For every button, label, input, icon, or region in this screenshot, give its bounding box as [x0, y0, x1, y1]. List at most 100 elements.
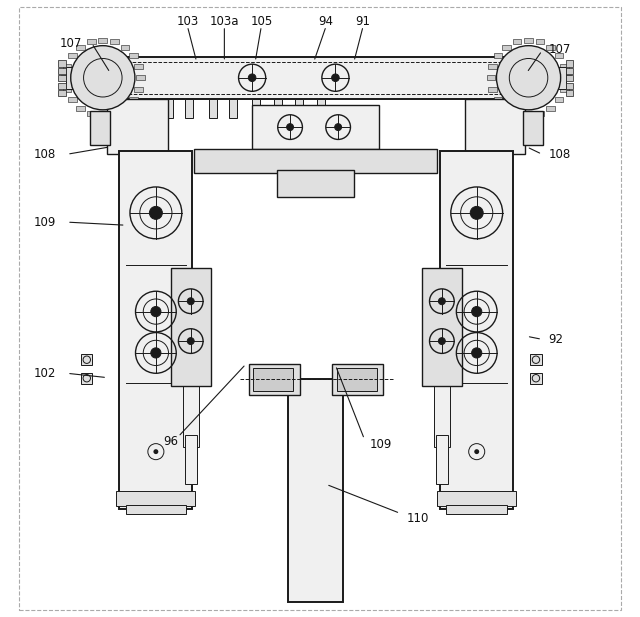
Bar [58, 75, 66, 81]
Bar [182, 386, 199, 447]
Bar [513, 39, 521, 44]
Bar [249, 364, 300, 395]
Bar [58, 68, 66, 74]
Bar [116, 491, 195, 506]
Bar [76, 106, 85, 110]
Circle shape [71, 46, 135, 110]
Bar [110, 111, 119, 116]
Bar [58, 83, 66, 89]
Bar [134, 87, 143, 92]
Bar [557, 67, 566, 89]
Circle shape [474, 449, 479, 454]
Text: 107: 107 [548, 43, 571, 56]
Text: 94: 94 [319, 15, 333, 28]
Bar [129, 53, 138, 58]
Text: 103a: 103a [210, 15, 239, 28]
Bar [494, 97, 502, 102]
Bar [502, 106, 511, 110]
Bar [125, 505, 186, 514]
Bar [523, 111, 543, 145]
Bar [332, 364, 383, 395]
Bar [90, 111, 109, 145]
Bar [513, 111, 521, 116]
Bar [494, 53, 502, 58]
Bar [144, 99, 152, 118]
Bar [524, 38, 533, 43]
Bar [209, 99, 217, 118]
Bar [107, 57, 520, 99]
Bar [120, 151, 192, 509]
Bar [252, 105, 379, 149]
Circle shape [154, 449, 158, 454]
Bar [63, 64, 71, 68]
Circle shape [335, 123, 342, 131]
Bar [566, 68, 573, 74]
Bar [110, 39, 119, 44]
Text: 105: 105 [250, 15, 273, 28]
Bar [129, 97, 138, 102]
Bar [274, 99, 282, 118]
Bar [185, 99, 193, 118]
Bar [87, 39, 95, 44]
Bar [277, 170, 354, 197]
Text: 110: 110 [406, 511, 429, 525]
Circle shape [438, 298, 445, 305]
Bar [566, 75, 573, 81]
Text: 107: 107 [60, 36, 83, 50]
Bar [465, 99, 525, 154]
Bar [123, 62, 505, 94]
Bar [81, 354, 92, 365]
Bar [134, 64, 143, 68]
Bar [164, 99, 173, 118]
Bar [547, 106, 555, 110]
Bar [531, 373, 541, 384]
Bar [61, 75, 70, 80]
Bar [120, 106, 129, 110]
Bar [447, 505, 507, 514]
Bar [560, 64, 569, 68]
Text: 108: 108 [548, 147, 570, 161]
Bar [531, 354, 541, 365]
Bar [58, 90, 66, 96]
Circle shape [332, 74, 339, 81]
Text: 108: 108 [34, 147, 56, 161]
Bar [486, 75, 495, 80]
Bar [76, 45, 85, 50]
Bar [422, 268, 462, 386]
Text: 91: 91 [356, 15, 371, 28]
Bar [99, 38, 107, 43]
Circle shape [472, 348, 482, 358]
Text: 109: 109 [369, 437, 392, 451]
Circle shape [248, 74, 256, 81]
Bar [437, 491, 516, 506]
Bar [295, 99, 303, 118]
Bar [560, 87, 569, 92]
Bar [434, 386, 450, 447]
Bar [185, 435, 196, 484]
Bar [253, 368, 294, 391]
Text: 96: 96 [163, 434, 178, 448]
Bar [68, 53, 77, 58]
Bar [524, 113, 533, 118]
Bar [81, 373, 92, 384]
Circle shape [188, 337, 194, 344]
Circle shape [151, 307, 161, 317]
Circle shape [472, 307, 482, 317]
Circle shape [287, 123, 294, 131]
Bar [555, 53, 563, 58]
Bar [566, 90, 573, 96]
Circle shape [438, 337, 445, 344]
Bar [547, 45, 555, 50]
Bar [288, 379, 344, 602]
Bar [229, 99, 237, 118]
Circle shape [151, 348, 161, 358]
Circle shape [188, 298, 194, 305]
Bar [488, 64, 497, 68]
Bar [66, 67, 74, 89]
Bar [68, 97, 77, 102]
Text: 109: 109 [33, 215, 56, 229]
Bar [136, 75, 145, 80]
Circle shape [497, 46, 561, 110]
Circle shape [470, 206, 483, 220]
Bar [440, 151, 513, 509]
